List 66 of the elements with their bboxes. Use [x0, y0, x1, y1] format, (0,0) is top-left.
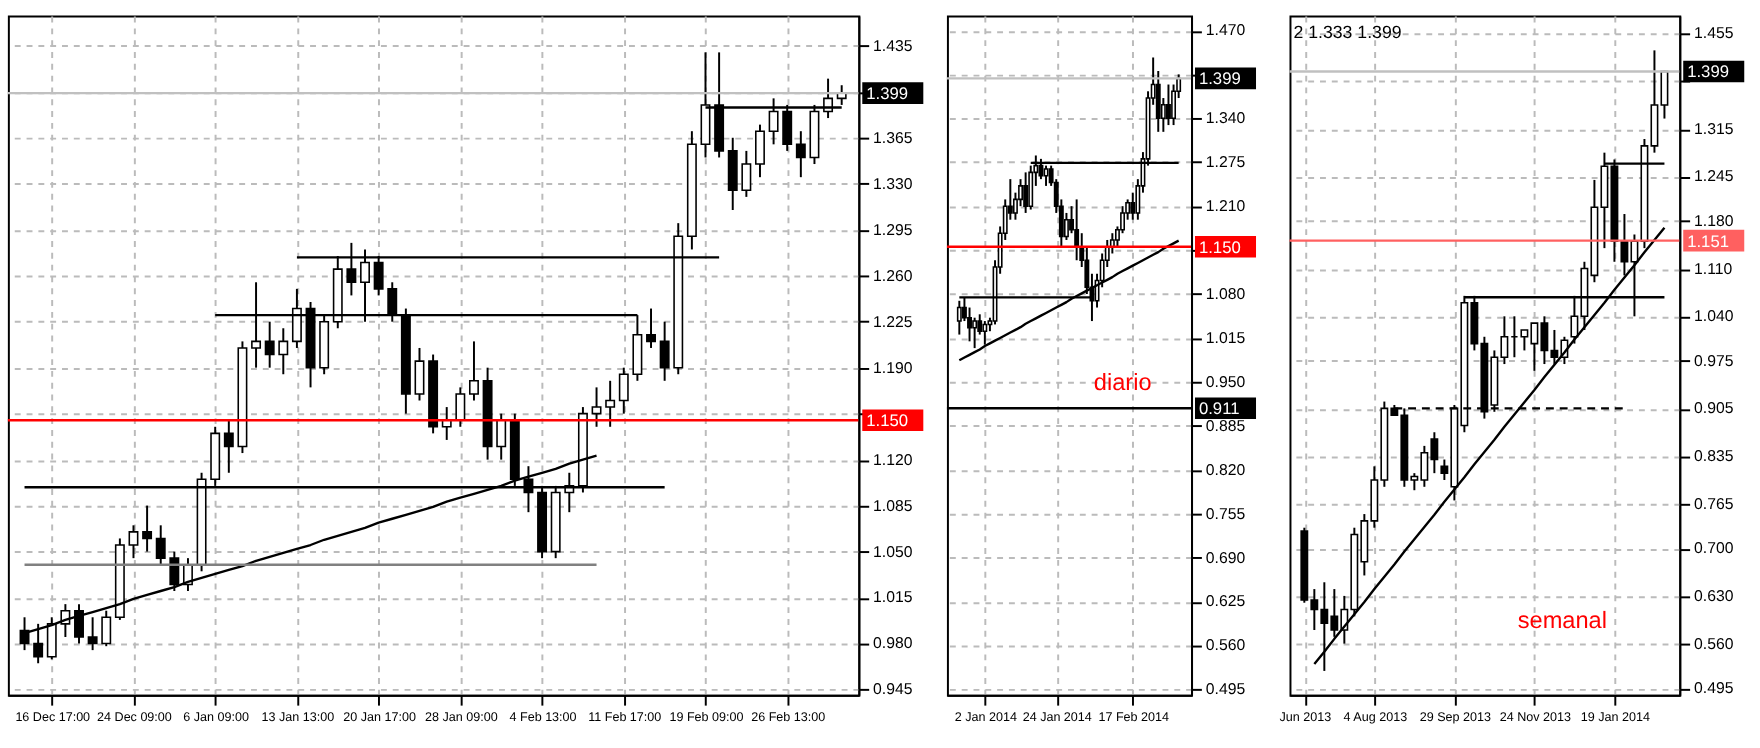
y-tick-label: 1.190 [873, 358, 914, 377]
annotation: diario [1093, 368, 1153, 397]
y-tick-label: 1.085 [873, 496, 914, 515]
ref-line-label: 1.399 [1198, 68, 1242, 89]
y-tick-label: 1.110 [1694, 259, 1734, 278]
y-tick-label: 1.225 [873, 312, 914, 331]
y-tick-label: 1.330 [873, 174, 914, 193]
candlestick [414, 346, 425, 402]
ref-line-label: 1.399 [866, 83, 909, 104]
annotation: 2 1.333 1.399 [1293, 22, 1402, 43]
y-tick-label: 1.435 [873, 36, 914, 55]
y-tick-label: 0.625 [1205, 592, 1247, 611]
y-tick-label: 1.040 [1694, 307, 1735, 326]
y-tick-label: 1.365 [873, 128, 914, 147]
y-tick-label: 0.700 [1694, 539, 1735, 558]
y-tick-label: 0.560 [1205, 636, 1247, 655]
y-tick-label: 0.630 [1694, 586, 1735, 605]
candlestick [128, 524, 139, 560]
y-tick-label: 0.950 [1205, 372, 1247, 391]
ref-line-label: 1.150 [866, 410, 909, 431]
y-tick-label: 0.495 [1205, 680, 1247, 699]
y-tick-label: 1.275 [1205, 153, 1247, 172]
candlestick [455, 386, 466, 428]
y-tick-label: 0.495 [1694, 678, 1735, 697]
y-tick-label: 0.560 [1694, 634, 1735, 653]
y-tick-label: 0.820 [1205, 460, 1247, 479]
y-tick-label: 1.050 [873, 542, 914, 561]
candlestick [1166, 83, 1171, 127]
candlestick [972, 316, 978, 350]
candlestick [646, 307, 656, 349]
y-tick-label: 1.080 [1205, 284, 1247, 303]
ref-line-label: 0.911 [1198, 398, 1241, 419]
y-tick-label: 1.455 [1694, 24, 1735, 43]
y-tick-label: 0.690 [1205, 548, 1247, 567]
y-tick-label: 1.295 [873, 220, 914, 239]
y-tick-label: 0.755 [1205, 504, 1247, 523]
candlestick [967, 306, 972, 343]
y-tick-label: 1.245 [1694, 167, 1735, 186]
y-tick-label: 0.905 [1694, 399, 1735, 418]
y-tick-label: 0.885 [1205, 416, 1247, 435]
y-tick-label: 0.945 [873, 680, 914, 699]
ref-line-label: 1.399 [1687, 61, 1730, 82]
candlestick [441, 406, 452, 441]
y-tick-label: 1.015 [1205, 328, 1247, 347]
y-tick-label: 0.975 [1694, 351, 1735, 370]
y-tick-label: 0.765 [1694, 494, 1735, 513]
line-series [958, 239, 1180, 362]
y-tick-label: 1.260 [873, 266, 914, 285]
candlestick [1023, 171, 1029, 214]
y-tick-label: 1.180 [1694, 211, 1735, 230]
y-tick-label: 1.340 [1205, 109, 1247, 128]
y-tick-label: 1.210 [1205, 197, 1247, 216]
candlestick [469, 340, 479, 402]
candlestick [1074, 198, 1080, 262]
candlestick [982, 320, 988, 346]
y-tick-label: 1.315 [1694, 119, 1735, 138]
y-tick-label: 0.835 [1694, 447, 1735, 466]
y-tick-label: 1.120 [873, 450, 914, 469]
ref-line-label: 1.151 [1687, 230, 1730, 251]
candlestick [755, 123, 765, 179]
y-tick-label: 0.980 [873, 634, 914, 653]
ref-line-label: 1.150 [1198, 236, 1242, 257]
y-tick-label: 1.015 [873, 588, 914, 607]
candlestick [142, 504, 153, 553]
annotation: semanal [1517, 605, 1607, 634]
y-tick-label: 1.470 [1205, 21, 1247, 40]
